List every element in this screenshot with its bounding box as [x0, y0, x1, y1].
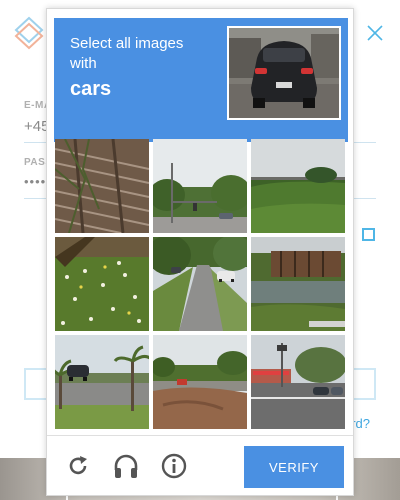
password-field[interactable]: ••••: [24, 174, 47, 189]
captcha-dialog: Select all images with cars: [46, 8, 354, 496]
instruction-line-1: Select all images: [70, 35, 184, 52]
audio-headphones-icon[interactable]: [111, 451, 141, 481]
email-underline: [24, 142, 46, 143]
info-icon[interactable]: [159, 451, 189, 481]
captcha-tile-dirt-area[interactable]: [153, 335, 247, 429]
email-underline-right: [352, 142, 376, 143]
password-underline-right: [352, 198, 376, 199]
captcha-instructions: Select all images with cars: [70, 34, 220, 104]
login-button-left-edge[interactable]: [24, 368, 50, 400]
target-object: cars: [70, 78, 112, 100]
reload-icon[interactable]: [63, 451, 93, 481]
email-field[interactable]: +45: [24, 118, 50, 135]
captcha-header: Select all images with cars: [54, 18, 348, 142]
verify-button[interactable]: VERIFY: [244, 446, 344, 488]
login-button-right-edge[interactable]: [350, 368, 376, 400]
captcha-tile-street-cars[interactable]: [153, 237, 247, 331]
close-icon[interactable]: [366, 24, 384, 42]
sample-car-image: [227, 26, 341, 120]
captcha-image-grid: [55, 139, 347, 431]
captcha-tile-flowers[interactable]: [55, 237, 149, 331]
instruction-line-2: with: [70, 55, 97, 72]
remember-checkbox[interactable]: [362, 228, 375, 241]
captcha-tile-traffic-light[interactable]: [153, 139, 247, 233]
app-logo-icon: [14, 16, 44, 50]
password-underline: [24, 198, 46, 199]
captcha-tile-train-tracks[interactable]: [55, 139, 149, 233]
captcha-tile-palm-parking[interactable]: [55, 335, 149, 429]
captcha-tile-grassy-hill[interactable]: [251, 139, 345, 233]
captcha-tile-bridge[interactable]: [251, 237, 345, 331]
footer-separator: [47, 435, 353, 436]
email-label: E-MA: [24, 100, 52, 111]
captcha-tile-intersection[interactable]: [251, 335, 345, 429]
password-label: PASS: [24, 157, 53, 168]
